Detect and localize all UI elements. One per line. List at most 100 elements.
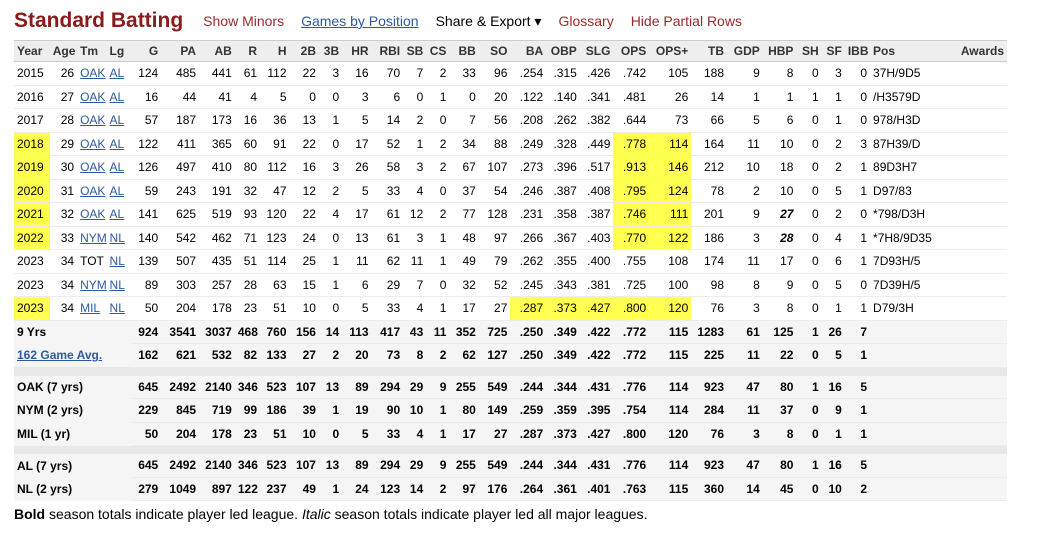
team-link[interactable]: NYM	[80, 230, 107, 245]
col-header-g[interactable]: G	[131, 40, 162, 62]
cell-lg[interactable]: AL	[106, 108, 132, 133]
col-header-ops-[interactable]: OPS+	[649, 40, 692, 62]
cell-lg[interactable]: NL	[106, 296, 132, 321]
col-header-pa[interactable]: PA	[161, 40, 200, 62]
col-header-pos[interactable]: Pos	[870, 40, 948, 62]
team-link[interactable]: OAK	[80, 183, 106, 198]
col-header-3b[interactable]: 3B	[318, 40, 343, 62]
cell-tm[interactable]: OAK	[77, 61, 107, 86]
team-link[interactable]: OAK	[80, 89, 106, 104]
col-header-obp[interactable]: OBP	[546, 40, 580, 62]
league-link[interactable]: NL	[109, 230, 125, 245]
cell-pa: 485	[161, 61, 200, 86]
league-link[interactable]: AL	[109, 160, 125, 175]
col-header-sb[interactable]: SB	[403, 40, 427, 62]
cell-bb: 77	[449, 202, 479, 227]
team-link[interactable]: MIL	[80, 301, 101, 316]
cell-lg[interactable]: NL	[106, 273, 132, 297]
cell-age: 31	[49, 179, 78, 203]
cell-age: 26	[49, 61, 78, 86]
col-header-year[interactable]: Year	[14, 40, 50, 62]
col-header-cs[interactable]: CS	[426, 40, 450, 62]
col-header-gdp[interactable]: GDP	[727, 40, 763, 62]
col-header-slg[interactable]: SLG	[579, 40, 614, 62]
team-link[interactable]: NYM	[80, 277, 107, 292]
share-export-menu[interactable]: Share & Export ▾	[435, 12, 542, 29]
league-link[interactable]: AL	[109, 183, 125, 198]
cell-h: 112	[260, 61, 290, 86]
cell-lg[interactable]: AL	[106, 202, 132, 227]
cell-rbi: 61	[371, 226, 404, 250]
league-link[interactable]: AL	[109, 136, 125, 151]
col-header-awards[interactable]: Awards	[947, 40, 1007, 62]
cell-lg[interactable]: NL	[106, 226, 132, 250]
league-link[interactable]: AL	[109, 207, 125, 222]
cell-lg[interactable]: AL	[106, 61, 132, 86]
col-header-ba[interactable]: BA	[510, 40, 547, 62]
col-header-rbi[interactable]: RBI	[371, 40, 404, 62]
league-link[interactable]: AL	[109, 66, 125, 81]
col-header-r[interactable]: R	[234, 40, 261, 62]
team-link[interactable]: OAK	[80, 113, 106, 128]
cell-tm[interactable]: NYM	[77, 226, 107, 250]
team-link[interactable]: OAK	[80, 136, 106, 151]
summary-cell: 845	[161, 398, 200, 423]
cell-tm[interactable]: NYM	[77, 273, 107, 297]
team-link[interactable]: OAK	[80, 207, 106, 222]
col-header-tm[interactable]: Tm	[77, 40, 107, 62]
cell-lg[interactable]: AL	[106, 179, 132, 203]
cell-hr: 11	[342, 249, 372, 274]
col-header-bb[interactable]: BB	[449, 40, 479, 62]
col-header-2b[interactable]: 2B	[289, 40, 319, 62]
col-header-hr[interactable]: HR	[342, 40, 372, 62]
summary-cell: .763	[613, 477, 650, 501]
col-header-lg[interactable]: Lg	[106, 40, 132, 62]
cell-cs: 1	[426, 249, 450, 274]
col-header-tb[interactable]: TB	[691, 40, 728, 62]
cell-tm[interactable]: OAK	[77, 132, 107, 156]
team-link[interactable]: OAK	[80, 160, 106, 175]
hide-partial-rows-link[interactable]: Hide Partial Rows	[630, 13, 742, 29]
summary-cell	[870, 422, 948, 446]
col-header-ab[interactable]: AB	[199, 40, 235, 62]
league-link[interactable]: NL	[109, 277, 125, 292]
col-header-ops[interactable]: OPS	[613, 40, 650, 62]
col-header-age[interactable]: Age	[49, 40, 78, 62]
cell-tm[interactable]: OAK	[77, 202, 107, 227]
summary-cell: 49	[289, 477, 319, 501]
cell-year: 2023	[14, 273, 50, 297]
cell-tm[interactable]: OAK	[77, 85, 107, 109]
cell-tm[interactable]: OAK	[77, 155, 107, 180]
league-link[interactable]: AL	[109, 113, 125, 128]
summary-cell: 16	[821, 454, 845, 478]
league-link[interactable]: NL	[109, 254, 125, 269]
cell-tm[interactable]: OAK	[77, 108, 107, 133]
cell-year: 2020	[14, 179, 50, 203]
cell-tm[interactable]: MIL	[77, 296, 107, 321]
summary-cell: 27	[289, 343, 319, 368]
league-link[interactable]: NL	[109, 301, 125, 316]
col-header-sh[interactable]: SH	[796, 40, 822, 62]
cell-lg[interactable]: AL	[106, 155, 132, 180]
team-link[interactable]: OAK	[80, 66, 106, 81]
show-minors-link[interactable]: Show Minors	[203, 13, 285, 29]
col-header-sf[interactable]: SF	[821, 40, 845, 62]
league-link[interactable]: AL	[109, 89, 125, 104]
cell-ops-: 100	[649, 273, 692, 297]
cell-pa: 44	[161, 85, 200, 109]
glossary-link[interactable]: Glossary	[558, 13, 614, 29]
col-header-h[interactable]: H	[260, 40, 290, 62]
cell-lg[interactable]: NL	[106, 249, 132, 274]
cell-lg[interactable]: AL	[106, 85, 132, 109]
col-header-hbp[interactable]: HBP	[762, 40, 797, 62]
cell-h: 63	[260, 273, 290, 297]
totals-label[interactable]: 162 Game Avg.	[14, 343, 132, 367]
cell-obp: .355	[546, 249, 580, 274]
col-header-so[interactable]: SO	[478, 40, 511, 62]
cell-tm[interactable]: OAK	[77, 179, 107, 203]
cell-lg[interactable]: AL	[106, 132, 132, 156]
games-by-position-link[interactable]: Games by Position	[301, 13, 419, 29]
col-header-ibb[interactable]: IBB	[844, 40, 871, 62]
cell-year: 2023	[14, 249, 50, 274]
cell-ba: .208	[510, 108, 547, 133]
